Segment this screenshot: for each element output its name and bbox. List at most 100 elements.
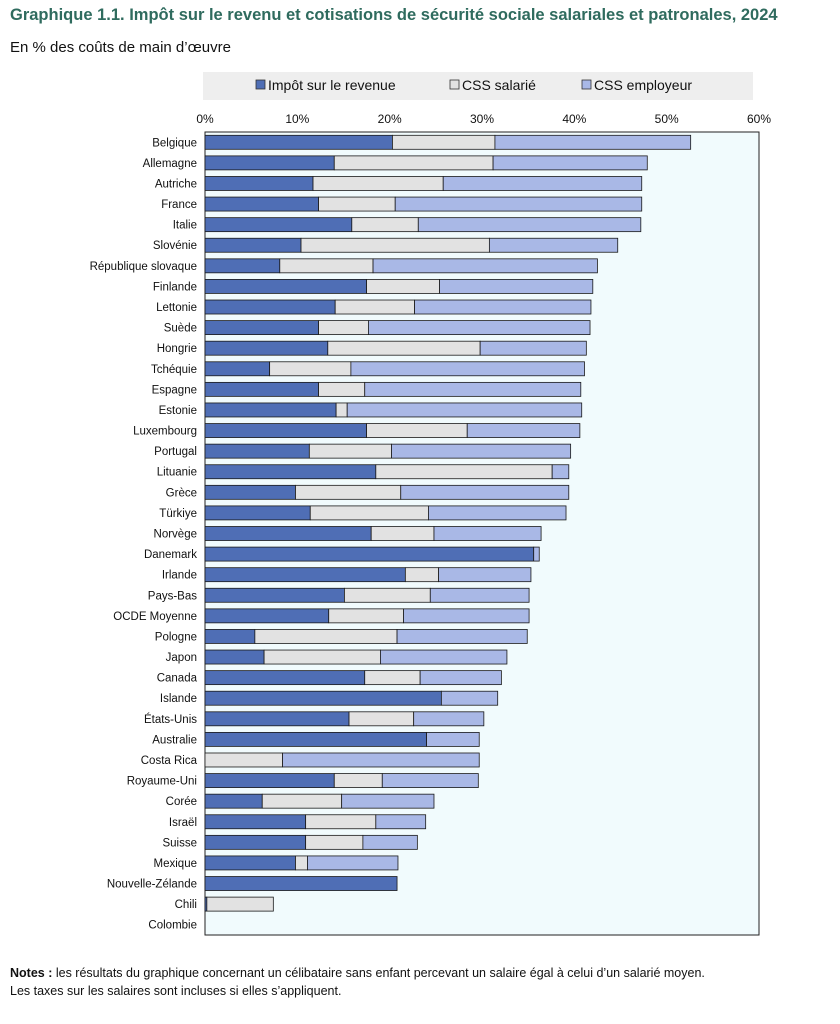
- bar-segment: [533, 546, 540, 562]
- bar-segment: [333, 155, 494, 171]
- bar-segment: [263, 649, 381, 665]
- bar-segment: [269, 361, 352, 377]
- bar-segment: [204, 567, 406, 583]
- category-label: Suisse: [162, 837, 197, 849]
- bar-segment: [309, 505, 429, 521]
- bar-segment: [204, 237, 302, 253]
- x-tick-label: 0%: [196, 112, 214, 126]
- bar-segment: [344, 587, 431, 603]
- bar-segment: [204, 731, 428, 747]
- bar-segment: [295, 855, 308, 871]
- bar-segment: [204, 423, 367, 438]
- bar-segment: [204, 546, 535, 562]
- bar-segment: [413, 711, 485, 727]
- category-label: Pays-Bas: [148, 590, 197, 602]
- bar-segment: [551, 464, 570, 480]
- bar-segment: [492, 155, 648, 171]
- category-label: Grèce: [166, 487, 197, 499]
- legend-label: CSS employeur: [594, 77, 692, 93]
- bar-segment: [372, 258, 598, 274]
- notes-line1: les résultats du graphique concernant un…: [55, 966, 705, 980]
- bar-segment: [261, 793, 343, 809]
- category-label: OCDE Moyenne: [113, 611, 197, 623]
- category-label: Norvège: [154, 529, 197, 541]
- bar-segment: [295, 484, 402, 500]
- bar-segment: [479, 340, 587, 356]
- bar-segment: [392, 134, 496, 150]
- chart-title: Graphique 1.1. Impôt sur le revenu et co…: [10, 6, 778, 24]
- bar-segment: [494, 134, 692, 150]
- bar-segment: [417, 217, 642, 233]
- category-label: Irlande: [162, 570, 197, 582]
- bar-segment: [335, 402, 348, 418]
- category-label: États-Unis: [144, 713, 197, 726]
- bar-segment: [204, 855, 296, 871]
- category-label: France: [161, 199, 197, 211]
- bar-segment: [370, 526, 435, 541]
- bar-segment: [366, 279, 440, 294]
- category-label: Türkiye: [159, 508, 197, 520]
- category-label: Israël: [169, 817, 197, 829]
- bar-segment: [318, 381, 366, 397]
- category-label: Portugal: [154, 446, 197, 458]
- bar-segment: [204, 155, 335, 171]
- bar-segment: [206, 896, 274, 912]
- category-label: Lituanie: [157, 467, 197, 479]
- bar-segment: [305, 834, 364, 850]
- category-label: Italie: [173, 220, 197, 232]
- bar-segment: [351, 217, 419, 233]
- category-label: Tchéquie: [151, 364, 197, 376]
- x-tick-label: 60%: [747, 112, 771, 126]
- bars-group: [204, 134, 692, 912]
- bar-segment: [318, 320, 369, 336]
- bar-segment: [440, 690, 499, 706]
- bar-segment: [204, 361, 271, 377]
- category-label: Hongrie: [157, 343, 197, 355]
- category-label: Pologne: [155, 631, 197, 643]
- category-label: Japon: [166, 652, 197, 664]
- bar-segment: [282, 752, 480, 768]
- bar-segment: [429, 587, 530, 603]
- bar-segment: [204, 587, 345, 603]
- bar-segment: [204, 629, 256, 644]
- legend-swatch: [255, 79, 266, 90]
- bar-segment: [204, 464, 377, 480]
- category-label: Chili: [175, 899, 197, 911]
- bar-segment: [442, 176, 643, 191]
- bar-segment: [204, 176, 314, 191]
- bar-segment: [204, 320, 319, 336]
- chart-legend: Impôt sur le revenue CSS salarié CSS emplo…: [203, 72, 753, 100]
- bar-segment: [204, 711, 350, 727]
- category-label: Colombie: [148, 920, 197, 932]
- category-label: Lettonie: [156, 302, 197, 314]
- category-label: Islande: [160, 693, 197, 705]
- category-label: Estonie: [159, 405, 197, 417]
- x-tick-label: 40%: [562, 112, 586, 126]
- category-label: République slovaque: [90, 261, 197, 273]
- bar-segment: [419, 670, 502, 686]
- bar-segment: [204, 134, 393, 150]
- bar-segment: [375, 814, 427, 830]
- bar-segment: [300, 237, 490, 253]
- category-label: Suède: [164, 323, 197, 335]
- x-tick-label: 30%: [470, 112, 494, 126]
- bar-segment: [364, 381, 582, 397]
- legend-label: CSS salarié: [462, 77, 536, 93]
- bar-segment: [346, 402, 583, 418]
- bar-segment: [327, 340, 481, 356]
- bar-segment: [362, 834, 418, 850]
- legend-swatch: [449, 79, 460, 90]
- bar-segment: [204, 196, 319, 212]
- bar-segment: [428, 505, 567, 521]
- bar-segment: [254, 629, 398, 644]
- bar-segment: [204, 279, 367, 294]
- category-label: Belgique: [152, 137, 197, 149]
- bar-segment: [204, 649, 265, 665]
- legend-swatch: [581, 79, 592, 90]
- category-label: Slovénie: [153, 240, 197, 252]
- x-tick-label: 10%: [285, 112, 309, 126]
- bar-segment: [348, 711, 415, 727]
- bar-segment: [403, 608, 530, 624]
- notes-line2: Les taxes sur les salaires sont incluses…: [10, 984, 342, 998]
